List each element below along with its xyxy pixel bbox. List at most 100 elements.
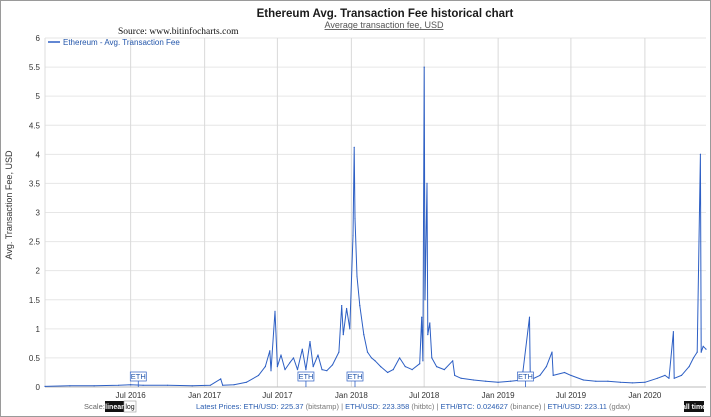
data-point bbox=[545, 366, 548, 368]
y-tick-label: 3 bbox=[36, 209, 41, 218]
eth-flag-box bbox=[297, 371, 315, 382]
linear-button-label: linear bbox=[105, 404, 124, 411]
data-point bbox=[359, 305, 361, 307]
eth-flag-label: ETH bbox=[518, 372, 533, 381]
eth-flag-box bbox=[129, 371, 147, 382]
eth-flag-annotation[interactable]: ETH bbox=[517, 371, 534, 387]
data-point bbox=[427, 334, 429, 336]
data-point bbox=[399, 357, 401, 359]
data-point bbox=[473, 379, 475, 381]
data-point bbox=[222, 384, 224, 386]
data-point bbox=[699, 153, 702, 155]
data-point bbox=[419, 363, 421, 365]
linear-button[interactable]: linear bbox=[105, 401, 124, 412]
price-separator: | bbox=[434, 402, 440, 411]
data-point bbox=[326, 370, 328, 372]
data-point bbox=[274, 310, 276, 312]
eth-flag-annotation[interactable]: ETH bbox=[129, 371, 147, 387]
linear-button-bg bbox=[105, 401, 124, 412]
data-point bbox=[356, 275, 358, 278]
log-button[interactable]: log bbox=[123, 400, 137, 413]
series-line-ethereum-avg-fee[interactable] bbox=[44, 66, 707, 387]
data-point bbox=[167, 384, 169, 386]
latest-prices-text: Latest Prices: ETH/USD: 225.37 (bitstamp… bbox=[196, 402, 631, 411]
data-point bbox=[411, 369, 413, 371]
data-point bbox=[374, 360, 376, 362]
data-point bbox=[312, 366, 314, 368]
data-point bbox=[220, 378, 222, 380]
data-point bbox=[436, 366, 438, 368]
y-tick-label: 2 bbox=[36, 267, 41, 276]
price-pair-value[interactable]: ETH/USD: 223.11 bbox=[547, 402, 609, 411]
y-tick-label: 0.5 bbox=[29, 354, 41, 363]
price-source: (hitbtc) bbox=[411, 402, 434, 411]
data-point bbox=[93, 385, 95, 387]
data-point bbox=[460, 377, 462, 379]
y-tick-label: 6 bbox=[36, 34, 41, 43]
data-point bbox=[44, 385, 46, 387]
eth-flag-annotation[interactable]: ETH bbox=[346, 371, 364, 387]
data-point bbox=[142, 384, 144, 386]
price-pair-value[interactable]: ETH/USD: 223.358 bbox=[345, 402, 411, 411]
data-point bbox=[284, 369, 286, 371]
data-point bbox=[700, 351, 702, 353]
data-point bbox=[305, 369, 307, 371]
data-point bbox=[702, 345, 704, 347]
x-tick-label: Jul 2019 bbox=[556, 391, 587, 400]
data-point bbox=[443, 369, 445, 371]
all-time-button[interactable]: all time bbox=[682, 401, 706, 412]
data-point bbox=[429, 322, 431, 324]
data-point bbox=[692, 357, 695, 359]
data-point bbox=[705, 348, 707, 350]
x-tick-label: Jan 2020 bbox=[628, 391, 661, 400]
data-point bbox=[118, 384, 120, 386]
data-point bbox=[257, 374, 260, 376]
data-point bbox=[296, 369, 299, 371]
data-point bbox=[422, 360, 424, 362]
data-point bbox=[607, 380, 609, 382]
price-pair-value[interactable]: ETH/BTC: 0.024627 bbox=[440, 402, 510, 411]
price-separator: | bbox=[541, 402, 547, 411]
y-tick-label: 2.5 bbox=[29, 238, 41, 247]
data-point bbox=[497, 381, 499, 383]
data-point bbox=[269, 350, 271, 352]
data-point bbox=[264, 366, 266, 368]
data-point bbox=[317, 354, 319, 356]
data-point bbox=[69, 385, 71, 387]
data-point bbox=[696, 351, 698, 353]
eth-flag-annotation[interactable]: ETH bbox=[297, 371, 315, 387]
price-pair-value[interactable]: ETH/USD: 225.37 bbox=[244, 402, 306, 411]
scale-label: Scale: bbox=[84, 402, 105, 411]
x-tick-label: Jan 2018 bbox=[335, 391, 368, 400]
data-point bbox=[349, 328, 351, 330]
y-tick-label: 4 bbox=[36, 150, 41, 159]
data-point bbox=[354, 217, 356, 219]
x-tick-label: Jan 2017 bbox=[188, 391, 221, 400]
data-point bbox=[664, 374, 666, 376]
y-axis-label: Avg. Transaction Fee, USD bbox=[4, 150, 14, 259]
eth-flag-label: ETH bbox=[298, 372, 313, 381]
y-tick-label: 0 bbox=[36, 383, 41, 392]
data-point bbox=[309, 341, 311, 343]
data-point bbox=[366, 351, 369, 353]
data-point bbox=[454, 374, 456, 376]
data-point bbox=[539, 374, 541, 376]
data-point bbox=[352, 235, 354, 237]
data-point bbox=[552, 374, 554, 376]
latest-prices-footer: Latest Prices: ETH/USD: 225.37 (bitstamp… bbox=[196, 402, 631, 411]
data-point bbox=[191, 385, 193, 387]
y-tick-label: 3.5 bbox=[29, 179, 41, 188]
eth-flag-box bbox=[517, 371, 534, 382]
data-point bbox=[570, 374, 572, 376]
y-tick-label: 5.5 bbox=[29, 63, 41, 72]
data-point bbox=[563, 371, 566, 374]
x-tick-label: Jan 2019 bbox=[482, 391, 515, 400]
data-point bbox=[668, 377, 670, 379]
data-point bbox=[270, 370, 272, 372]
all-time-button-bg bbox=[684, 401, 704, 412]
data-point bbox=[485, 380, 487, 382]
data-point bbox=[688, 366, 690, 368]
legend[interactable]: Ethereum - Avg. Transaction Fee bbox=[48, 38, 180, 47]
data-point bbox=[582, 379, 585, 381]
